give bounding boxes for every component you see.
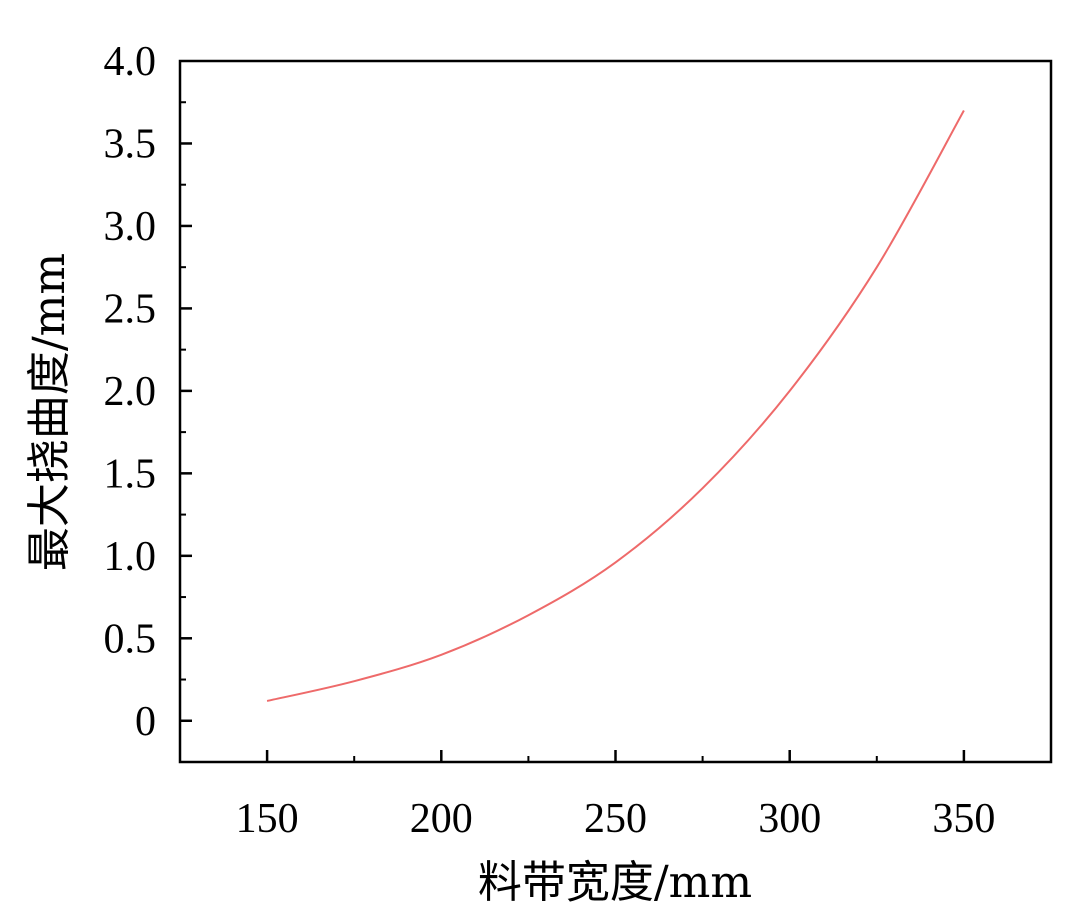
y-tick-label: 1.0	[104, 534, 157, 580]
x-tick-label: 350	[932, 796, 995, 842]
series-line	[266, 109, 965, 702]
x-tick-label: 300	[758, 796, 821, 842]
major-ticks	[180, 142, 966, 762]
minor-ticks	[180, 101, 878, 762]
y-tick-label: 1.5	[104, 451, 157, 497]
y-tick-label: 2.5	[104, 286, 157, 332]
x-tick-label: 200	[410, 796, 473, 842]
x-axis-title: 料带宽度/mm	[478, 857, 752, 908]
y-tick-label: 0.5	[104, 616, 157, 662]
y-axis-title: 最大挠曲度/mm	[24, 253, 75, 571]
x-tick-label: 150	[236, 796, 299, 842]
y-tick-label: 4.0	[104, 39, 157, 85]
series-layer	[266, 109, 965, 702]
plot-frame	[178, 59, 1053, 764]
x-tick-labels: 150 200 250 300 350	[236, 796, 996, 842]
y-tick-labels: 0 0.5 1.0 1.5 2.0 2.5 3.0 3.5 4.0	[104, 39, 157, 745]
y-tick-label: 3.0	[104, 204, 157, 250]
y-tick-label: 2.0	[104, 369, 157, 415]
y-tick-label: 3.5	[104, 121, 157, 167]
y-tick-label: 0	[135, 699, 156, 745]
x-tick-label: 250	[584, 796, 647, 842]
